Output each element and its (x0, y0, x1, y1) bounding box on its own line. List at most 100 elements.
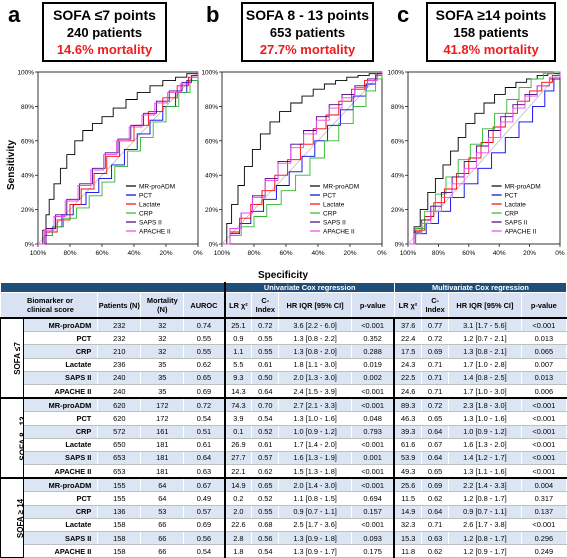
table-cell: 0.65 (183, 370, 226, 385)
table-cell: 39.3 (393, 424, 423, 439)
plot-frame (221, 71, 383, 245)
y-axis-label: Sensitivity (6, 140, 17, 190)
table-cell: 0.013 (520, 370, 567, 385)
biomarker-name-cell: Lactate (22, 517, 99, 533)
y-tick-label: 0% (209, 242, 219, 249)
table-row: CRP 572 161 0.51 0.1 0.52 1.0 [0.9 - 1.2] 0.793… (1, 424, 567, 439)
table-cell: 620 (97, 411, 142, 426)
panel-b-title: SOFA 8 - 13 points (245, 7, 370, 23)
table-cell: 0.51 (183, 424, 226, 439)
table-cell: 0.56 (183, 530, 226, 546)
table-cell: 2.8 (223, 530, 253, 546)
table-cell: 1.7 [1.4 - 2.0] (278, 437, 352, 452)
table-cell: 240 (97, 383, 142, 399)
table-cell: 232 (97, 331, 142, 346)
col-header-p-multi: p-value (520, 292, 567, 319)
table-cell: 0.50 (251, 370, 280, 385)
table-cell: 572 (97, 424, 142, 439)
table-row: PCT 232 32 0.55 0.9 0.55 1.3 [0.8 - 2.2] 0.352 2… (1, 331, 567, 346)
table-cell: 66 (140, 530, 185, 546)
table-cell: 0.62 (421, 544, 450, 558)
table-cell: 0.65 (421, 411, 450, 426)
table-cell: 24.6 (393, 383, 423, 399)
table-cell: 240 (97, 370, 142, 385)
table-cell: 1.3 [0.8 - 2.0] (278, 344, 352, 359)
y-tick-label: 40% (391, 173, 404, 180)
table-cell: 0.67 (421, 437, 450, 452)
table-cell: 0.793 (350, 424, 396, 439)
table-cell: 24.3 (393, 357, 423, 372)
table-row: SAPS II 158 66 0.56 2.8 0.56 1.3 [0.9 - 1.8] 0.… (1, 530, 567, 546)
table-cell: <0.001 (520, 450, 567, 466)
table-cell: 11.5 (393, 491, 423, 506)
panel-b-header-box: SOFA 8 - 13 points 653 patients 27.7% mo… (241, 2, 374, 62)
table-cell: 0.69 (421, 477, 450, 493)
table-cell: 0.1 (223, 424, 253, 439)
table-cell: 0.62 (421, 491, 450, 506)
x-tick-label: 100% (400, 250, 417, 257)
table-cell: 210 (97, 344, 142, 359)
panel-b-mortality: 27.7% mortality (259, 42, 356, 57)
table-cell: 0.62 (183, 357, 226, 372)
table-cell: 27.7 (223, 450, 253, 466)
roc-curves-figure: Sensitivity Specificity 0% 20% 40% 60% 80% 10… (6, 70, 565, 282)
x-tick-label: 80% (432, 250, 445, 257)
table-cell: 155 (97, 477, 142, 493)
biomarker-name-cell: CRP (22, 344, 99, 359)
table-cell: 3.1 [1.7 - 5.6] (448, 317, 522, 333)
table-cell: 2.5 [1.7 - 3.6] (278, 517, 352, 533)
table-cell: 9.3 (223, 370, 253, 385)
table-cell: 0.137 (520, 504, 567, 519)
panel-letter-a: a (8, 2, 21, 27)
y-tick-label: 20% (391, 207, 404, 214)
table-cell: 2.0 [1.4 - 3.0] (278, 477, 352, 493)
biomarker-name-cell: SAPS II (22, 530, 99, 546)
table-cell: 0.69 (183, 517, 226, 533)
legend-label: SAPS II (139, 220, 162, 227)
table-cell: 14.3 (223, 383, 253, 399)
table-cell: 0.55 (251, 344, 280, 359)
table-cell: 1.3 [1.0 - 1.6] (278, 411, 352, 426)
table-cell: 0.694 (350, 491, 396, 506)
table-cell: 0.157 (350, 504, 396, 519)
y-tick-label: 80% (391, 104, 404, 111)
table-cell: 3.6 [2.2 - 6.0] (278, 317, 352, 333)
table-cell: 0.64 (251, 383, 280, 399)
table-cell: 22.5 (393, 370, 423, 385)
table-cell: 0.57 (251, 450, 280, 466)
table-cell: 1.8 [1.1 - 3.0] (278, 357, 352, 372)
table-cell: 0.55 (183, 344, 226, 359)
roc-series-mr-proadm (38, 72, 199, 245)
table-cell: 37.6 (393, 317, 423, 333)
roc-series-apache-ii (38, 72, 199, 245)
table-cell: 2.6 [1.7 - 3.8] (448, 517, 522, 533)
y-tick-label: 80% (205, 104, 218, 111)
table-cell: 2.0 [1.3 - 3.0] (278, 370, 352, 385)
x-tick-label: 60% (95, 250, 108, 257)
y-tick-label: 40% (21, 173, 34, 180)
table-cell: 0.57 (183, 504, 226, 519)
table-cell: 53 (140, 504, 185, 519)
table-cell: 1.2 [0.8 - 1.7] (448, 491, 522, 506)
univariate-header: Univariate Cox regression (223, 282, 395, 293)
y-tick-label: 100% (387, 70, 404, 77)
table-cell: <0.001 (350, 477, 396, 493)
plot-frame (407, 71, 561, 245)
table-cell: 15.3 (393, 530, 423, 546)
x-tick-label: 100% (30, 250, 47, 257)
y-tick-label: 20% (21, 207, 34, 214)
table-cell: 35 (140, 383, 185, 399)
legend-label: SAPS II (505, 220, 528, 227)
biomarker-name-cell: MR-proADM (22, 397, 99, 413)
table-cell: 0.048 (350, 411, 396, 426)
table-cell: 236 (97, 357, 142, 372)
table-cell: 46.3 (393, 411, 423, 426)
table-cell: 1.3 [0.9 - 1.8] (278, 530, 352, 546)
table-cell: <0.001 (520, 464, 567, 479)
table-cell: 0.71 (421, 370, 450, 385)
table-row: CRP 210 32 0.55 1.1 0.55 1.3 [0.8 - 2.0] 0.288 1… (1, 344, 567, 359)
table-cell: 22.1 (223, 464, 253, 479)
table-cell: <0.001 (350, 464, 396, 479)
table-cell: 172 (140, 397, 185, 413)
table-cell: 0.63 (421, 530, 450, 546)
